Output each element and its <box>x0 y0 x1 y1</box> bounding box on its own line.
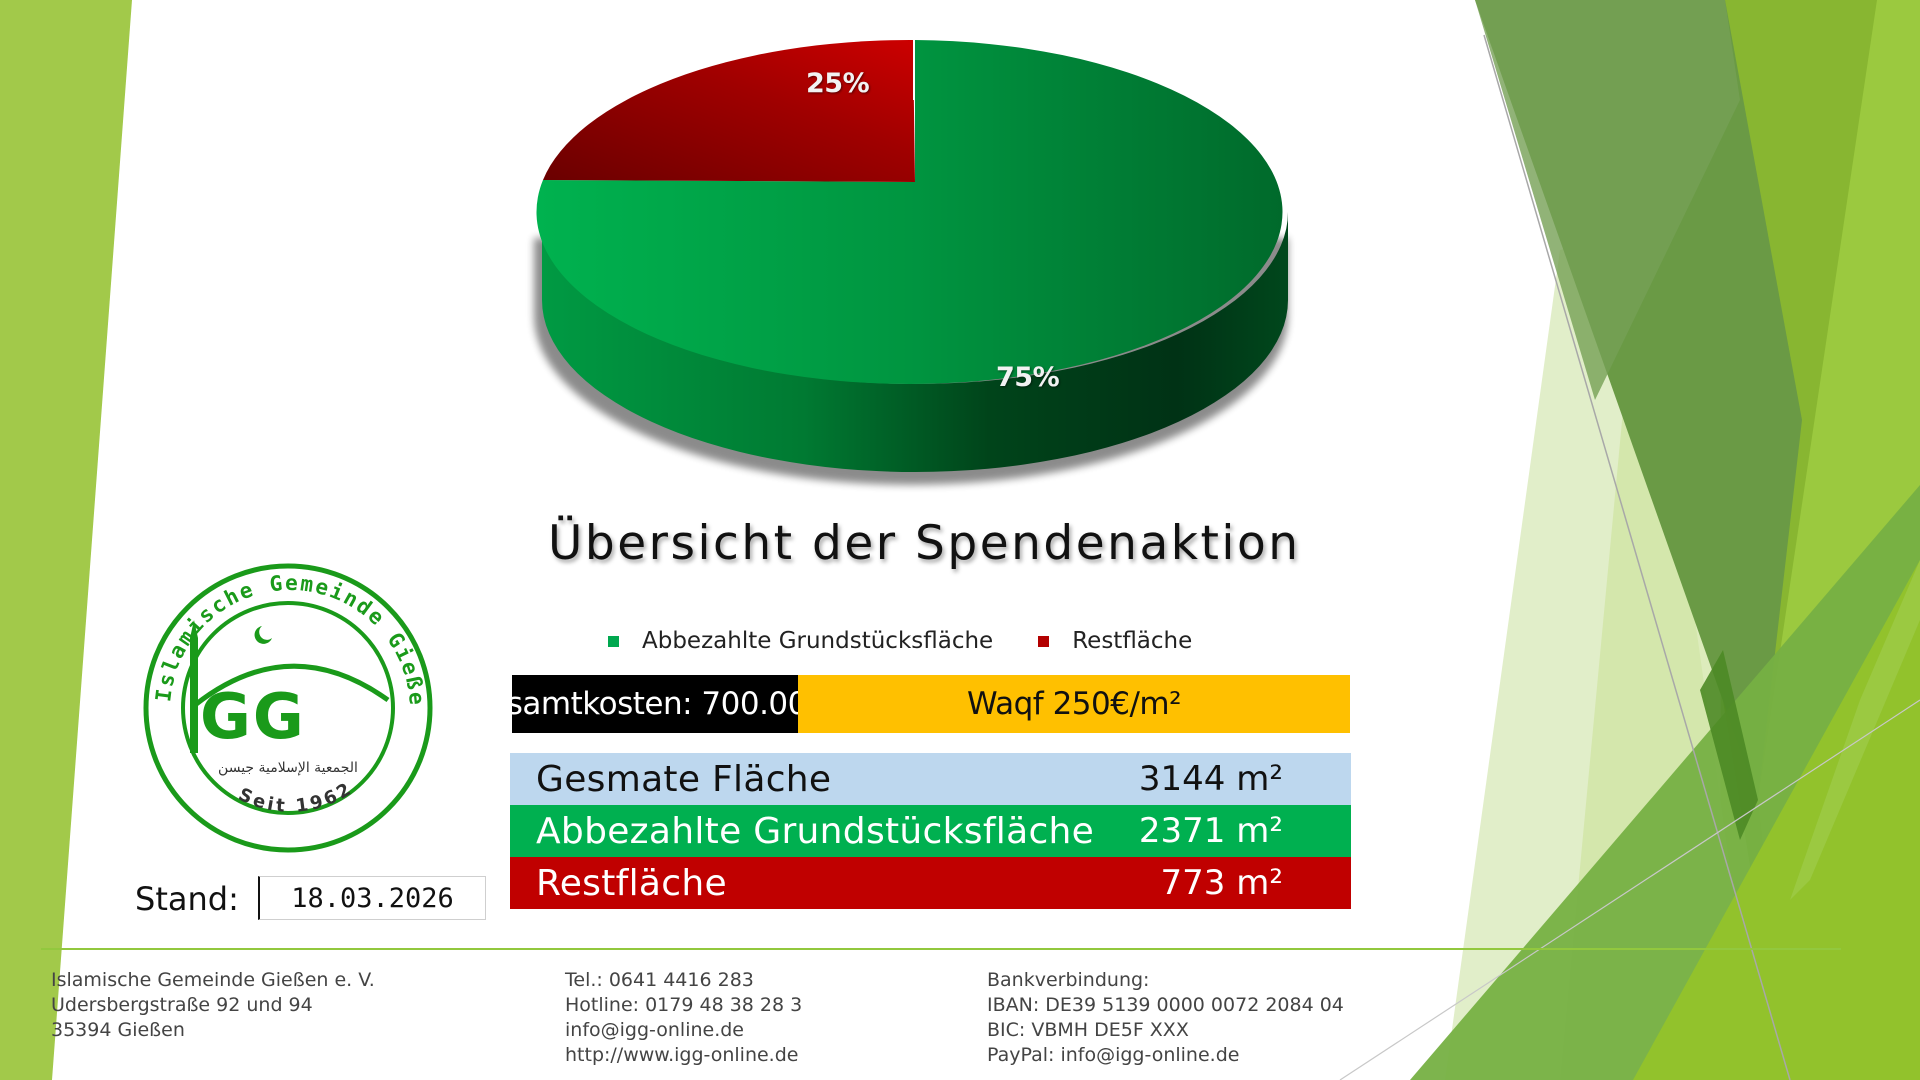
stand-label: Stand: <box>135 880 239 918</box>
area-label-rest: Restfläche <box>536 862 727 904</box>
legend-item-paid: Abbezahlte Grundstücksfläche <box>608 628 993 654</box>
legend-swatch-red <box>1038 635 1050 647</box>
area-value-paid: 2371 m² <box>1138 811 1283 851</box>
contact-email[interactable]: info@igg-online.de <box>565 1019 744 1041</box>
pie-slice-paid <box>536 40 1283 384</box>
left-green-stripe <box>0 0 132 1080</box>
address-line-2: Udersbergstraße 92 und 94 <box>51 994 313 1016</box>
address-line-1: Islamische Gemeinde Gießen e. V. <box>51 969 375 991</box>
logo-inner-ring <box>181 601 395 815</box>
area-row-paid: Abbezahlte Grundstücksfläche 2371 m² <box>510 805 1351 857</box>
cost-bar: Gesamtkosten: 700.000€ Waqf 250€/m² <box>465 675 1350 733</box>
bank-iban: IBAN: DE39 5139 0000 0072 2084 04 <box>987 994 1344 1016</box>
pie-label-paid: 75% <box>996 362 1060 393</box>
area-row-total: Gesmate Fläche 3144 m² <box>510 753 1351 805</box>
area-label-total: Gesmate Fläche <box>536 758 832 800</box>
total-cost: Gesamtkosten: 700.000€ <box>465 675 846 733</box>
bank-bic: BIC: VBMH DE5F XXX <box>987 1019 1189 1041</box>
waqf-price: Waqf 250€/m² <box>798 675 1350 733</box>
area-row-rest: Restfläche 773 m² <box>510 857 1351 909</box>
stand-date: 18.03.2026 <box>258 876 486 920</box>
olive-upper-tint <box>1475 0 1740 400</box>
contact-phone: Tel.: 0641 4416 283 <box>565 969 754 991</box>
logo-dome-arc <box>193 663 390 707</box>
footer-bank: Bankverbindung: IBAN: DE39 5139 0000 007… <box>987 968 1344 1068</box>
page-title: Übersicht der Spendenaktion <box>548 516 1301 571</box>
contact-website[interactable]: http://www.igg-online.de <box>565 1044 799 1066</box>
minaret-icon <box>190 638 198 753</box>
area-label-paid: Abbezahlte Grundstücksfläche <box>536 810 1095 852</box>
crescent-icon <box>254 626 272 644</box>
contact-hotline: Hotline: 0179 48 38 28 3 <box>565 994 803 1016</box>
pie-side-wall <box>542 212 1288 472</box>
pie-slice-rest <box>543 39 915 183</box>
minaret-spire-icon <box>190 620 198 638</box>
lime-green-triangle <box>1633 560 1920 1080</box>
lime-green-light-edge <box>1790 560 1920 900</box>
logo-arabic: الجمعية الإسلامية جيسن <box>218 760 358 776</box>
area-table: Gesmate Fläche 3144 m² Abbezahlte Grunds… <box>510 753 1351 909</box>
area-value-rest: 773 m² <box>1160 863 1283 903</box>
logo-initials: GG <box>200 680 306 753</box>
bank-heading: Bankverbindung: <box>987 969 1150 991</box>
footer-address: Islamische Gemeinde Gießen e. V. Udersbe… <box>51 968 375 1043</box>
legend-label-rest: Restfläche <box>1072 628 1193 654</box>
address-line-3: 35394 Gießen <box>51 1019 185 1041</box>
footer-contact: Tel.: 0641 4416 283 Hotline: 0179 48 38 … <box>565 968 802 1068</box>
legend-item-rest: Restfläche <box>1038 628 1192 654</box>
chart-legend: Abbezahlte Grundstücksfläche Restfläche <box>608 628 1237 654</box>
legend-swatch-green <box>608 635 619 647</box>
igg-logo: Islamische Gemeinde Gießen e.V. Seit 196… <box>140 560 433 853</box>
bank-paypal: PayPal: info@igg-online.de <box>987 1044 1240 1066</box>
gray-guide-line-1 <box>1483 34 1791 1080</box>
deep-green-sliver <box>1700 650 1758 840</box>
gray-guide-line-2 <box>1339 699 1920 1080</box>
footer-divider <box>41 948 1841 950</box>
area-value-total: 3144 m² <box>1138 759 1283 799</box>
pie-label-rest: 25% <box>806 68 870 99</box>
legend-label-paid: Abbezahlte Grundstücksfläche <box>642 628 994 654</box>
logo-outer-ring <box>143 563 433 853</box>
